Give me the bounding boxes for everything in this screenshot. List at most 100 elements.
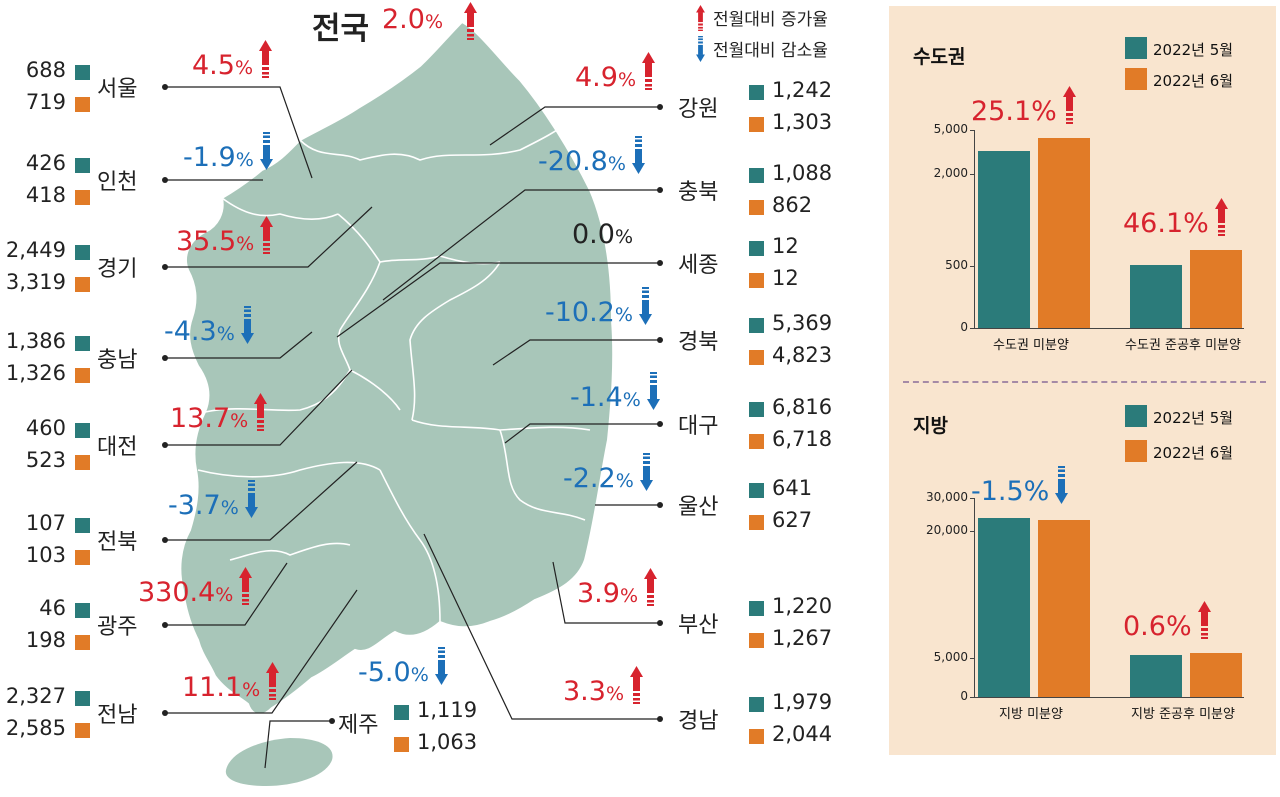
up-arrow-icon xyxy=(239,567,253,612)
value-may-chungbuk: 1,088 xyxy=(772,161,833,185)
value-june-ulsan: 627 xyxy=(772,508,813,532)
annotation-value: -1.5% xyxy=(971,476,1050,508)
national-change-value: 2.0 xyxy=(382,4,425,35)
region-name-daegu: 대구 xyxy=(678,414,719,439)
bar-june xyxy=(1190,249,1242,328)
change-sejong: 0.0% xyxy=(572,219,633,250)
value-may-gangwon: 1,242 xyxy=(772,78,833,102)
region-name-jeonnam: 전남 xyxy=(97,703,138,728)
down-arrow-icon xyxy=(244,480,258,525)
change-unit: % xyxy=(410,664,429,686)
y-tick-mark xyxy=(970,697,974,698)
up-arrow-icon xyxy=(266,662,280,707)
change-value-incheon: -1.9 xyxy=(183,142,236,173)
legend-june-swatch xyxy=(1125,68,1147,90)
may-square-icon xyxy=(75,158,90,173)
up-arrow-icon xyxy=(254,393,268,438)
y-tick-label: 5,000 xyxy=(933,650,968,664)
may-square-icon xyxy=(749,85,764,100)
june-square-icon xyxy=(749,200,764,215)
change-daegu: -1.4% xyxy=(570,372,660,417)
june-square-icon xyxy=(75,635,90,650)
region-name-jeju: 제주 xyxy=(338,713,379,738)
change-jeju: -5.0% xyxy=(358,647,448,692)
bar-may xyxy=(1130,655,1182,697)
region-name-ulsan: 울산 xyxy=(678,495,719,520)
change-unit: % xyxy=(216,323,235,345)
change-unit: % xyxy=(614,304,633,326)
change-unit: % xyxy=(619,585,639,607)
change-ulsan: -2.2% xyxy=(563,453,653,498)
legend-may-swatch xyxy=(1125,405,1147,427)
y-tick-mark xyxy=(970,266,974,267)
change-unit: % xyxy=(220,497,239,519)
up-arrow-icon xyxy=(1214,197,1228,243)
change-busan: 3.9% xyxy=(577,568,658,613)
june-square-icon xyxy=(749,350,764,365)
chart2-legend-june: 2022년 6월 xyxy=(1153,444,1234,462)
change-value-gwangju: 330.4 xyxy=(138,577,216,608)
change-gyeongnam: 3.3% xyxy=(563,666,644,711)
change-unit: % xyxy=(614,226,634,248)
change-unit: % xyxy=(236,233,255,255)
y-tick-label: 5,000 xyxy=(933,122,968,136)
summary-panel: 수도권 2022년 5월 2022년 6월 0 500 2,000 5,000 수도권 … xyxy=(889,6,1276,755)
national-label: 전국 xyxy=(312,11,370,47)
change-chungnam: -4.3% xyxy=(164,306,254,351)
category-label: 지방 미분양 xyxy=(999,707,1063,722)
change-incheon: -1.9% xyxy=(183,132,273,177)
value-june-jeonnam: 2,585 xyxy=(5,716,66,740)
may-square-icon xyxy=(749,168,764,183)
change-chungbuk: -20.8% xyxy=(538,136,645,181)
region-name-gangwon: 강원 xyxy=(678,97,719,122)
change-value-jeonbuk: -3.7 xyxy=(168,490,221,521)
value-may-chungnam: 1,386 xyxy=(5,329,66,353)
change-gwangju: 330.4% xyxy=(138,567,253,612)
y-tick-label: 30,000 xyxy=(926,490,968,504)
region-name-chungbuk: 충북 xyxy=(678,180,719,205)
bar-june xyxy=(1190,652,1242,697)
may-square-icon xyxy=(749,241,764,256)
y-axis-line xyxy=(974,130,975,328)
leader-dots xyxy=(162,84,663,724)
down-arrow-icon xyxy=(1055,466,1069,511)
june-square-icon xyxy=(749,434,764,449)
legend-may-swatch xyxy=(1125,37,1147,59)
region-name-incheon: 인천 xyxy=(97,170,138,195)
june-square-icon xyxy=(75,97,90,112)
value-may-busan: 1,220 xyxy=(772,594,833,618)
bar-annotation: 25.1% xyxy=(971,85,1076,131)
value-may-sejong: 12 xyxy=(772,234,799,258)
chart2-title: 지방 xyxy=(913,415,948,437)
may-square-icon xyxy=(75,603,90,618)
june-square-icon xyxy=(394,737,409,752)
change-unit: % xyxy=(622,389,641,411)
y-tick-label: 20,000 xyxy=(926,523,968,537)
value-may-ulsan: 641 xyxy=(772,476,813,500)
region-name-gyeonggi: 경기 xyxy=(97,257,138,282)
y-axis-line xyxy=(974,498,975,697)
value-may-daejeon: 460 xyxy=(25,416,66,440)
region-name-sejong: 세종 xyxy=(678,253,719,278)
change-unit: % xyxy=(235,149,254,171)
value-may-gyeonggi: 2,449 xyxy=(5,238,66,262)
value-may-jeonbuk: 107 xyxy=(25,511,66,535)
national-change: 2.0% xyxy=(382,4,443,35)
june-square-icon xyxy=(749,633,764,648)
june-square-icon xyxy=(749,117,764,132)
down-arrow-icon xyxy=(434,647,448,692)
value-may-gyeongnam: 1,979 xyxy=(772,690,833,714)
bar-annotation: -1.5% xyxy=(971,466,1069,511)
chart1-title: 수도권 xyxy=(913,46,966,68)
region-name-daejeon: 대전 xyxy=(97,435,138,460)
value-june-daejeon: 523 xyxy=(25,448,66,472)
jeju-island xyxy=(225,738,333,786)
change-jeonnam: 11.1% xyxy=(182,662,280,707)
value-june-gyeongbuk: 4,823 xyxy=(772,343,833,367)
bar-annotation: 0.6% xyxy=(1123,600,1211,646)
june-square-icon xyxy=(75,190,90,205)
change-jeonbuk: -3.7% xyxy=(168,480,258,525)
annotation-value: 0.6% xyxy=(1123,610,1192,642)
may-square-icon xyxy=(75,65,90,80)
value-june-jeju: 1,063 xyxy=(417,730,478,754)
